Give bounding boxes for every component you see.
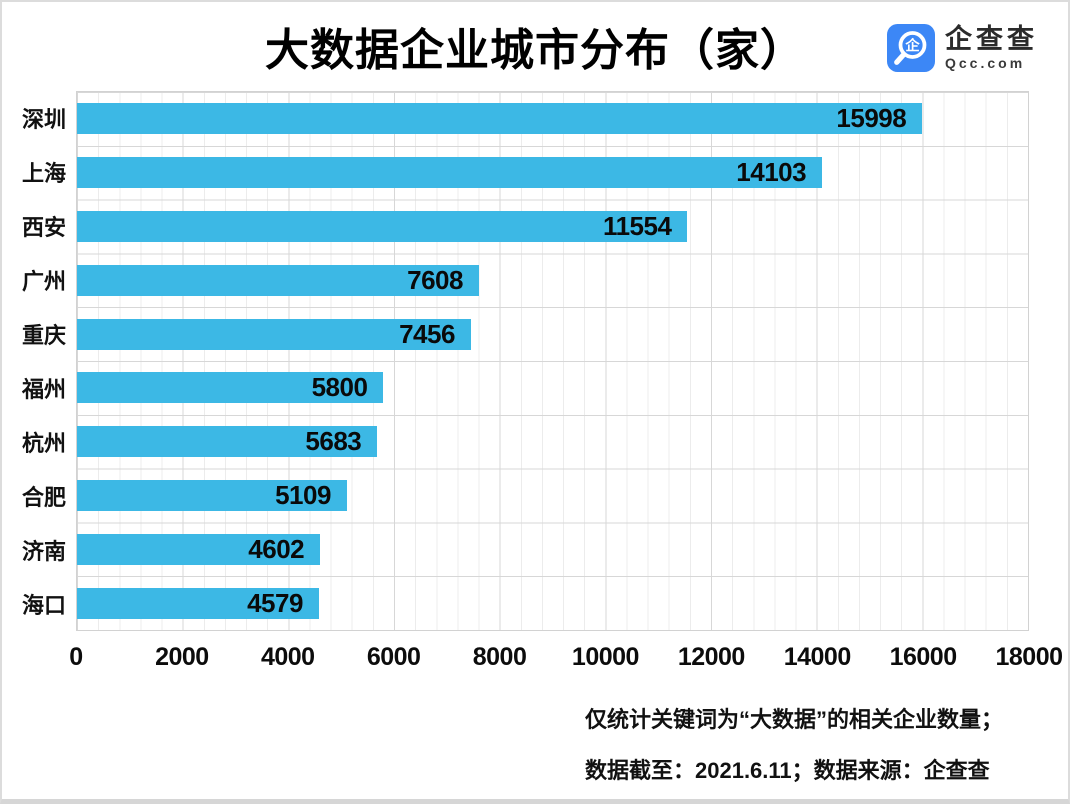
qcc-magnifier-icon: 企	[887, 24, 935, 72]
x-tick-label: 12000	[677, 643, 746, 671]
category-label: 海口	[21, 593, 66, 618]
bar-西安: 11554	[77, 210, 688, 242]
bar-value-label: 5683	[305, 426, 362, 457]
bar-重庆: 7456	[77, 318, 471, 350]
bar-row: 4602	[77, 522, 1028, 576]
logo-name: 企查查	[945, 24, 1038, 54]
bar-value-label: 15998	[836, 103, 907, 134]
bar-value-label: 5109	[275, 479, 331, 510]
category-label: 深圳	[21, 107, 66, 132]
logo-text-block: 企查查 Qcc.com	[945, 25, 1038, 71]
x-tick-label: 8000	[472, 643, 527, 671]
bar-value-label: 4602	[248, 533, 305, 564]
bar-value-label: 4579	[247, 587, 303, 618]
bar-row: 5800	[77, 361, 1028, 415]
category-label: 西安	[21, 215, 66, 240]
category-label: 广州	[21, 269, 66, 294]
bar-value-label: 5800	[311, 372, 368, 403]
bar-row: 7456	[77, 307, 1028, 361]
bar-row: 7608	[77, 253, 1028, 307]
bar-row: 5683	[77, 415, 1028, 469]
bar-row: 15998	[77, 92, 1028, 146]
bar-value-label: 7456	[399, 318, 455, 349]
plot-area: 15998 14103 11554 7608 7456 5800 5683 5109 4602 4…	[76, 91, 1029, 631]
bar-深圳: 15998	[77, 103, 923, 135]
bar-海口: 4579	[77, 587, 319, 619]
x-tick-label: 2000	[155, 643, 209, 671]
x-tick-label: 16000	[889, 643, 958, 671]
category-label: 合肥	[21, 485, 66, 510]
bar-value-label: 11554	[603, 210, 672, 241]
x-tick-label: 10000	[571, 643, 640, 671]
bar-row: 4579	[77, 576, 1028, 630]
category-label: 重庆	[21, 323, 66, 348]
footnote: 仅统计关键词为“大数据”的相关企业数量； 数据截至：2021.6.11；数据来源…	[585, 702, 1003, 804]
logo-domain: Qcc.com	[945, 55, 1026, 71]
bar-合肥: 5109	[77, 479, 347, 511]
x-tick-label: 18000	[995, 643, 1063, 671]
bar-上海: 14103	[77, 157, 823, 189]
bar-row: 14103	[77, 146, 1028, 200]
bar-value-label: 14103	[736, 157, 807, 188]
x-tick-label: 6000	[366, 643, 421, 671]
x-tick-label: 4000	[260, 643, 315, 671]
category-label: 上海	[21, 161, 66, 186]
qcc-logo: 企 企查查 Qcc.com	[887, 24, 1038, 72]
chart-title: 大数据企业城市分布（家）	[265, 26, 805, 75]
bar-广州: 7608	[77, 264, 479, 296]
category-label: 福州	[21, 377, 66, 402]
bar-row: 5109	[77, 469, 1028, 523]
bar-福州: 5800	[77, 372, 384, 404]
footnote-line-2: 数据截至：2021.6.11；数据来源：企查查	[585, 758, 990, 783]
footnote-line-1: 仅统计关键词为“大数据”的相关企业数量；	[585, 707, 1004, 732]
bar-济南: 4602	[77, 533, 321, 565]
x-axis: 0 2000 4000 6000 8000 10000 12000 14000 16000 180…	[69, 643, 1063, 677]
x-tick-label: 14000	[783, 643, 852, 671]
bar-row: 11554	[77, 200, 1028, 254]
category-label: 杭州	[21, 431, 66, 456]
y-axis-category-labels: 深圳上海西安广州重庆福州杭州合肥济南海口	[2, 91, 66, 631]
svg-text:企: 企	[904, 36, 920, 54]
category-label: 济南	[21, 539, 66, 564]
x-tick-label: 0	[69, 643, 83, 671]
bar-value-label: 7608	[407, 264, 463, 295]
bar-杭州: 5683	[77, 426, 378, 458]
